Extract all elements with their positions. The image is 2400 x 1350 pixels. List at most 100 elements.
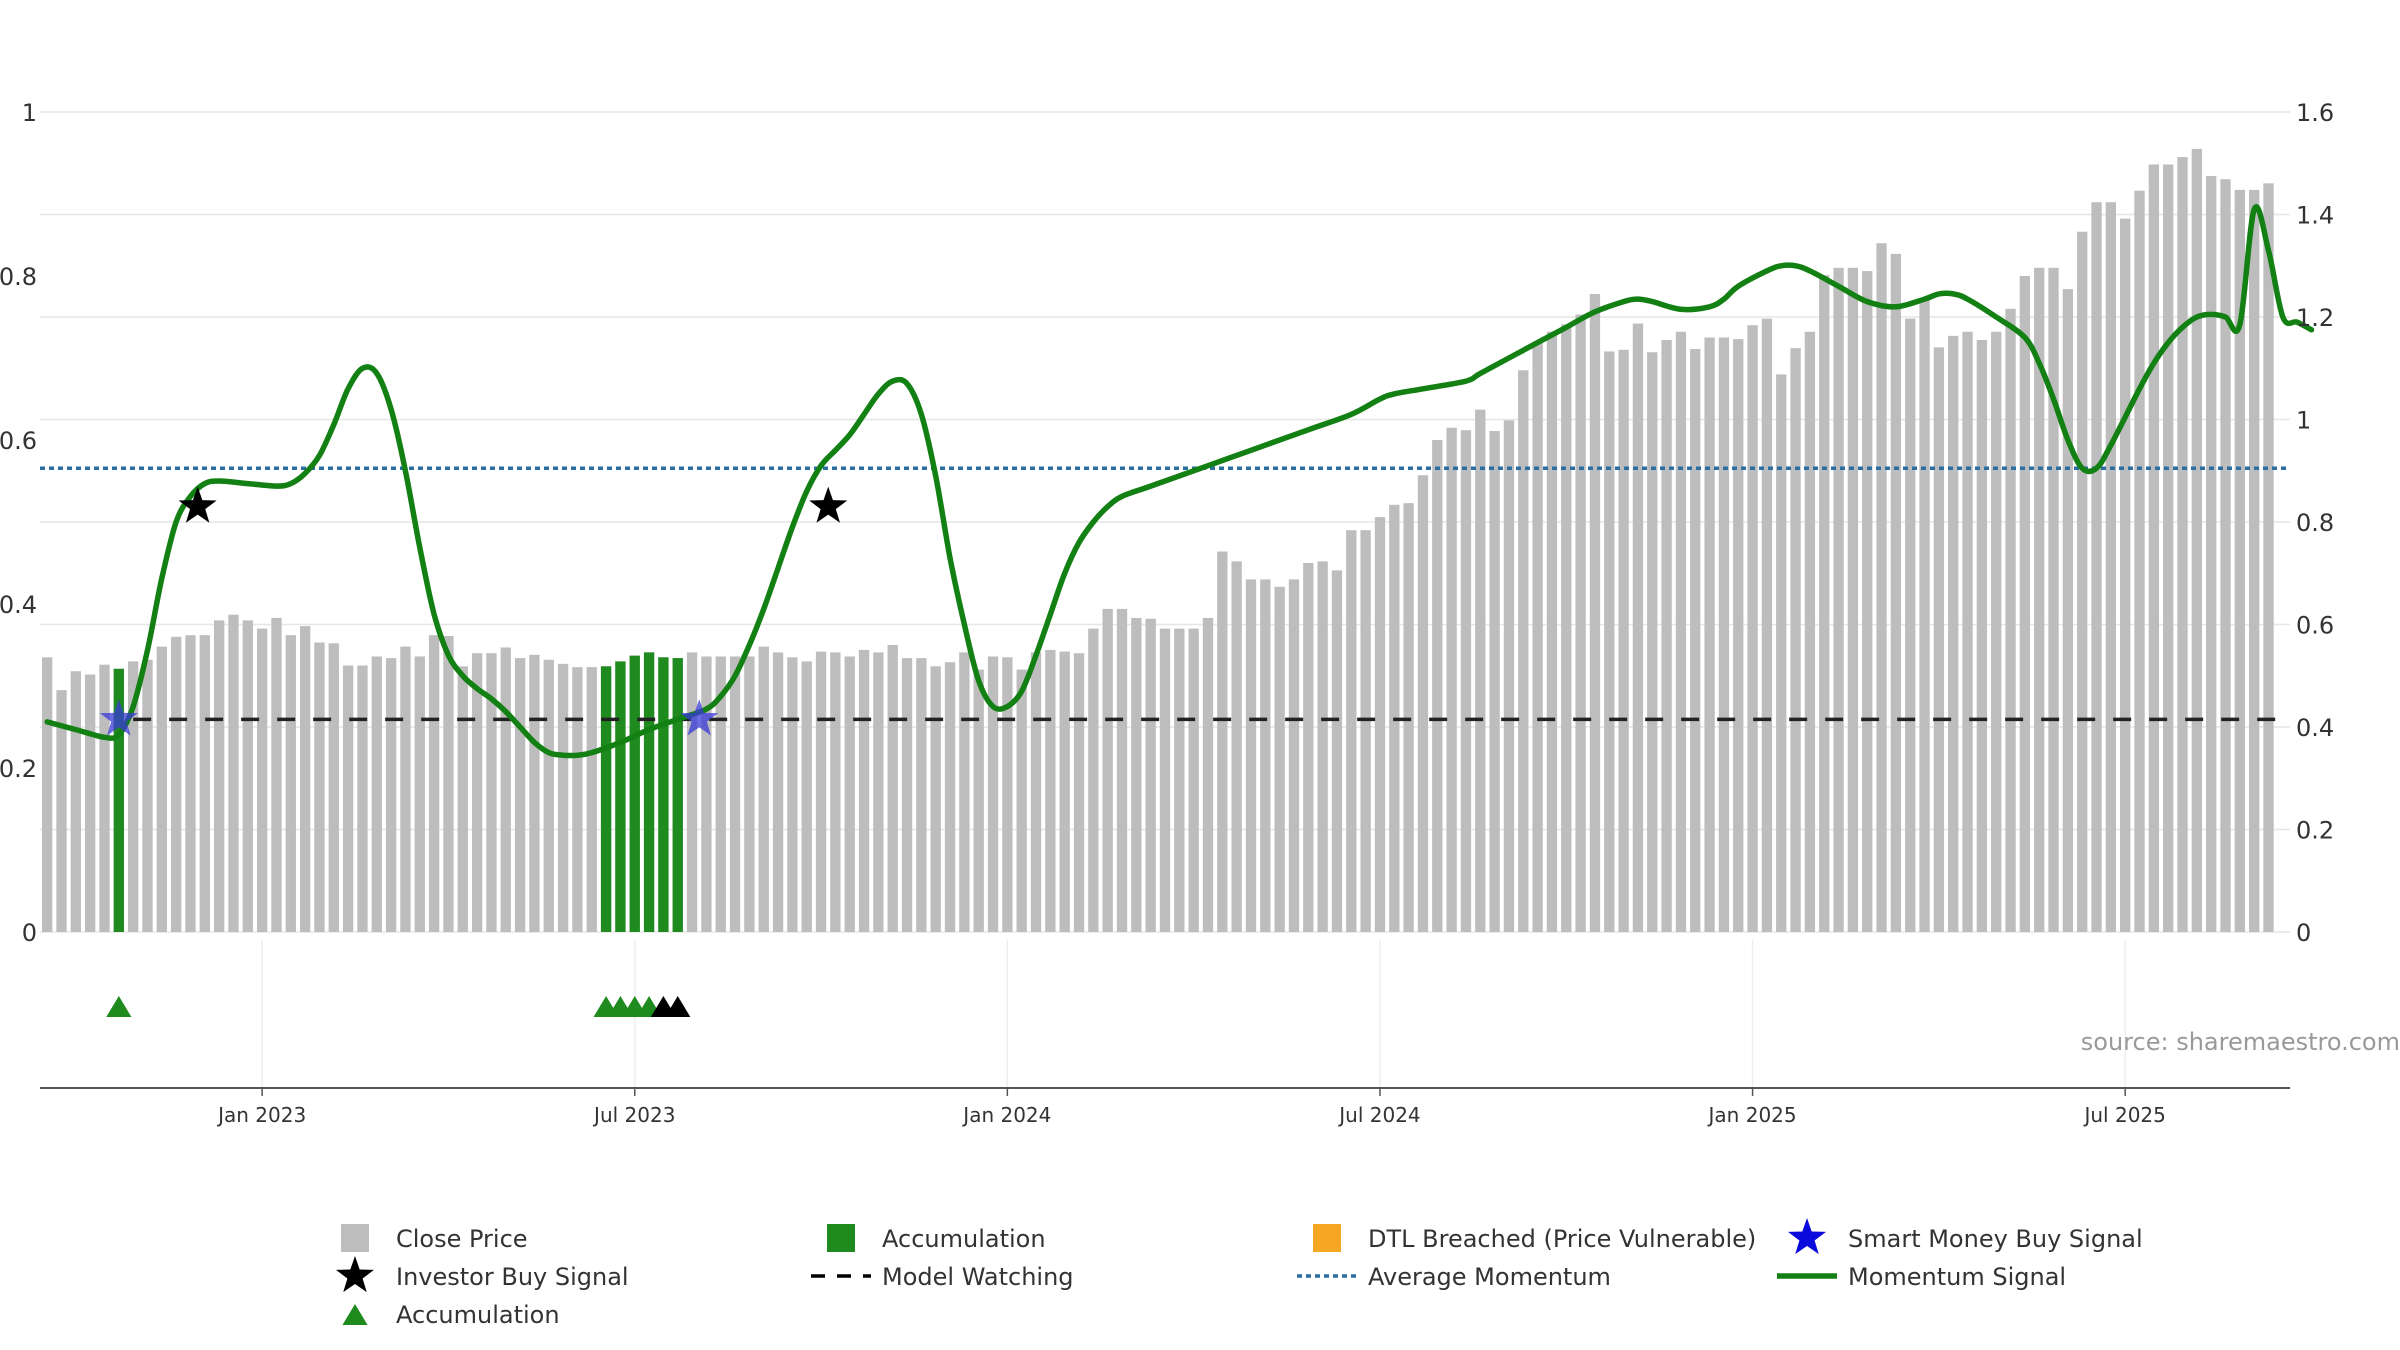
legend-label: DTL Breached (Price Vulnerable) — [1368, 1225, 1756, 1253]
close-price-bar — [314, 642, 325, 932]
close-price-bar — [486, 653, 497, 932]
close-price-bar — [1002, 657, 1013, 932]
close-price-bar — [2077, 231, 2088, 933]
x-axis-tick-label: Jul 2025 — [2082, 1103, 2165, 1127]
close-price-bars — [42, 148, 2274, 933]
legend-label: Average Momentum — [1368, 1263, 1611, 1291]
close-price-bar — [371, 656, 382, 932]
close-price-bar — [471, 653, 483, 932]
close-price-bar — [256, 628, 268, 932]
close-price-bar — [1761, 318, 1773, 932]
close-price-bar — [1503, 420, 1515, 932]
close-price-bar — [901, 658, 913, 932]
legend-label: Momentum Signal — [1848, 1263, 2066, 1291]
close-price-bar — [1532, 341, 1543, 933]
close-price-bar — [1174, 628, 1185, 932]
close-price-bar — [1661, 339, 1672, 933]
close-price-bar — [2163, 164, 2174, 933]
close-price-bar — [328, 643, 339, 932]
close-price-bar — [1045, 649, 1056, 932]
close-price-bar — [1876, 243, 1887, 932]
close-price-bar — [1131, 617, 1142, 932]
close-price-bar — [1618, 349, 1629, 932]
close-price-bar — [2091, 202, 2102, 932]
close-price-bar — [56, 690, 67, 932]
close-price-bar — [1776, 374, 1787, 932]
close-price-bar — [1948, 335, 1959, 932]
legend-label: Close Price — [396, 1225, 528, 1253]
legend-swatch-star — [335, 1256, 375, 1293]
left-axis-tick-label: 0.8 — [0, 263, 37, 291]
close-price-bar — [2034, 267, 2045, 932]
close-price-bar — [2134, 190, 2145, 933]
close-price-bar — [1833, 267, 1844, 932]
close-price-bar — [1604, 351, 1615, 932]
accumulation-bar — [672, 658, 683, 932]
close-price-bar — [213, 620, 225, 932]
right-axis-tick-label: 0.8 — [2296, 509, 2334, 537]
close-price-bar — [1518, 370, 1529, 932]
close-price-bar — [400, 646, 411, 932]
right-axis-tick-label: 1.6 — [2296, 99, 2334, 127]
close-price-bar — [1145, 618, 1156, 932]
close-price-bar — [1317, 561, 1328, 932]
close-price-bar — [1073, 653, 1085, 932]
close-price-bar — [557, 663, 569, 932]
close-price-bar — [1675, 331, 1687, 932]
close-price-bar — [1561, 324, 1572, 932]
close-price-bar — [1374, 517, 1386, 932]
close-price-bar — [342, 665, 354, 932]
right-axis-tick-label: 0.2 — [2296, 817, 2334, 845]
close-price-bar — [1976, 339, 1988, 933]
close-price-bar — [2148, 164, 2160, 933]
close-price-bar — [1962, 331, 1973, 932]
close-price-bar — [1647, 352, 1658, 932]
close-price-bar — [1819, 275, 1830, 932]
close-price-bar — [70, 671, 81, 932]
close-price-bar — [1346, 530, 1357, 932]
close-price-bar — [1432, 440, 1443, 932]
close-price-bar — [1747, 325, 1758, 932]
legend-label: Accumulation — [882, 1225, 1046, 1253]
close-price-bar — [1489, 430, 1500, 932]
close-price-bar — [1862, 271, 1873, 933]
close-price-bar — [858, 649, 870, 932]
source-label: source: sharemaestro.com — [2081, 1028, 2400, 1056]
left-axis-tick-label: 0.4 — [0, 591, 37, 619]
close-price-bar — [1589, 294, 1601, 932]
close-price-bar — [1059, 651, 1070, 932]
close-price-bar — [572, 667, 583, 932]
accumulation-bar — [600, 666, 612, 932]
close-price-bar — [1575, 314, 1586, 932]
close-price-bar — [815, 651, 827, 932]
close-price-bar — [1231, 561, 1242, 932]
smart-money-buy-star — [99, 699, 138, 736]
accumulation-bar — [643, 652, 655, 932]
right-axis-tick-label: 0.4 — [2296, 714, 2334, 742]
close-price-bar — [1704, 337, 1715, 932]
close-price-bar — [2234, 189, 2245, 932]
close-price-bar — [1718, 337, 1730, 932]
close-price-bar — [916, 658, 927, 932]
signal-markers — [99, 486, 848, 1017]
close-price-bar — [2105, 202, 2117, 932]
close-price-bar — [170, 636, 182, 932]
close-price-bar — [1475, 409, 1486, 932]
accumulation-bar — [113, 668, 124, 932]
close-price-bar — [1245, 579, 1257, 932]
legend-swatch-star — [1787, 1218, 1827, 1255]
close-price-bar — [1188, 628, 1199, 932]
close-price-bar — [1202, 617, 1214, 932]
close-price-bar — [228, 614, 239, 932]
close-price-bar — [514, 658, 526, 932]
close-price-bar — [715, 656, 726, 932]
momentum-signal-line — [44, 204, 2315, 759]
close-price-bar — [1303, 563, 1314, 932]
close-price-bar — [1733, 339, 1744, 932]
close-price-bar — [801, 661, 812, 932]
close-price-bar — [887, 645, 898, 932]
x-axis-tick-label: Jan 2024 — [961, 1103, 1051, 1127]
investor-buy-star — [178, 486, 217, 523]
close-price-bar — [85, 674, 96, 932]
